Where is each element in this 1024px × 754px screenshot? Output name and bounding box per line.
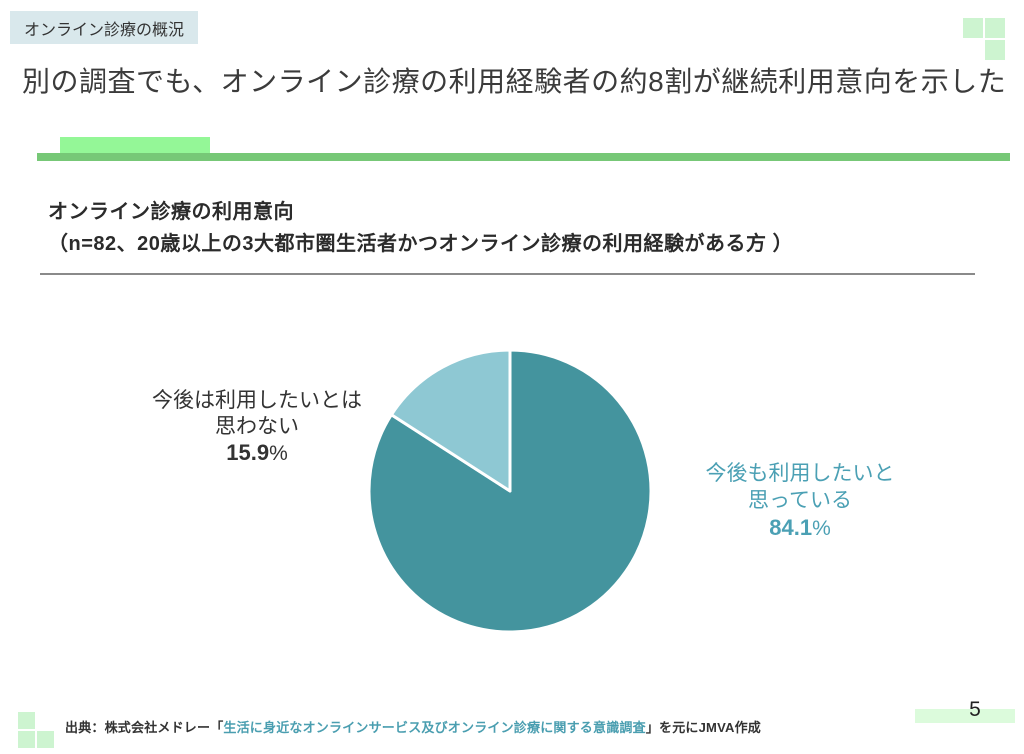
callout-positive: 今後も利用したいと 思っている 84.1%: [680, 460, 920, 542]
callout-negative-line2: 思わない: [215, 415, 299, 438]
accent-block: [60, 137, 210, 153]
callout-positive-line2: 思っている: [748, 489, 852, 512]
callout-negative: 今後は利用したいとは 思わない 15.9%: [127, 388, 387, 467]
source-suffix: 」を元にJMVA作成: [645, 720, 761, 735]
source-prefix: 出典：株式会社メドレー「: [65, 720, 224, 735]
page-number-bar: [915, 709, 1015, 723]
decor-square-icon: [18, 712, 35, 729]
page-number: 5: [969, 698, 981, 721]
topic-badge: オンライン診療の概況: [10, 11, 199, 44]
chart-heading: オンライン診療の利用意向 （n=82、20歳以上の3大都市圏生活者かつオンライン…: [48, 196, 978, 260]
pie-chart: [365, 346, 655, 636]
callout-positive-percent: 84.1%: [680, 514, 920, 542]
pie-slice-1: [389, 348, 512, 493]
heading-divider: [40, 273, 975, 275]
callout-positive-pct-sign: %: [812, 517, 831, 540]
slide-title: 別の調査でも、オンライン診療の利用経験者の約8割が継続利用意向を示した: [22, 66, 1007, 97]
decor-square-icon: [985, 40, 1005, 60]
callout-positive-value: 84.1: [769, 515, 813, 540]
callout-negative-percent: 15.9%: [127, 440, 387, 467]
topic-badge-label: オンライン診療の概況: [24, 21, 185, 39]
callout-positive-line1: 今後も利用したいと: [705, 462, 895, 485]
decor-square-icon: [37, 731, 54, 748]
callout-negative-pct-sign: %: [269, 442, 288, 465]
accent-bar: [37, 153, 1010, 161]
chart-heading-line1: オンライン診療の利用意向: [48, 201, 294, 223]
footer-source: 出典：株式会社メドレー「生活に身近なオンラインサービス及びオンライン診療に関する…: [65, 717, 965, 736]
decor-square-icon: [985, 18, 1005, 38]
decor-square-icon: [18, 731, 35, 748]
callout-negative-line1: 今後は利用したいとは: [152, 389, 362, 412]
callout-negative-value: 15.9: [226, 440, 270, 465]
decor-square-icon: [963, 18, 983, 38]
source-link[interactable]: 生活に身近なオンラインサービス及びオンライン診療に関する意識調査: [223, 720, 646, 735]
chart-heading-line2: （n=82、20歳以上の3大都市圏生活者かつオンライン診療の利用経験がある方 ）: [48, 233, 794, 255]
pie-chart-svg: [367, 348, 653, 634]
